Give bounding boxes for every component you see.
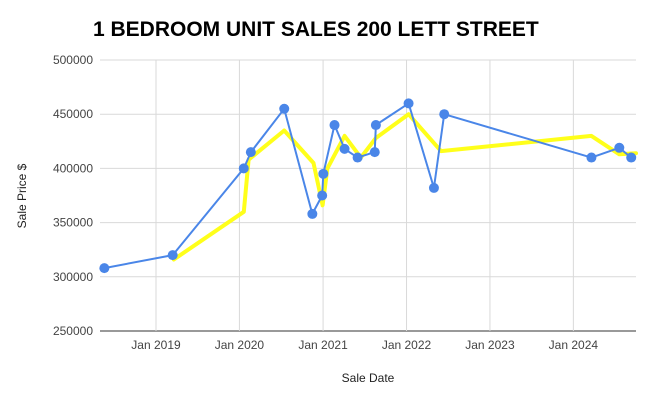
y-tick-label: 400000	[53, 161, 93, 175]
y-tick-label: 250000	[53, 324, 93, 338]
data-point	[403, 98, 414, 109]
x-tick-label: Jan 2019	[131, 338, 181, 352]
data-point	[369, 147, 380, 158]
series-line-1	[171, 112, 638, 262]
y-tick-labels: 250000 300000 350000 400000 450000 500000	[53, 53, 93, 338]
y-axis-label: Sale Price $	[15, 163, 29, 228]
series-points	[99, 98, 637, 274]
data-point	[307, 208, 318, 219]
x-tick-label: Jan 2024	[549, 338, 599, 352]
data-point	[317, 190, 328, 201]
data-point	[614, 142, 625, 153]
data-point	[586, 152, 597, 163]
data-point	[370, 120, 381, 131]
chart-title: 1 BEDROOM UNIT SALES 200 LETT STREET	[93, 18, 539, 41]
y-tick-label: 450000	[53, 107, 93, 121]
grid-lines	[100, 59, 636, 332]
series-lines	[103, 102, 638, 270]
data-point	[352, 152, 363, 163]
y-tick-label: 500000	[53, 53, 93, 67]
x-tick-labels: Jan 2019 Jan 2020 Jan 2021 Jan 2022 Jan 2023…	[131, 338, 598, 352]
x-tick-label: Jan 2021	[298, 338, 348, 352]
data-point	[245, 147, 256, 158]
x-tick-label: Jan 2022	[382, 338, 432, 352]
data-point	[439, 109, 450, 120]
data-point	[428, 182, 439, 193]
x-tick-label: Jan 2020	[215, 338, 265, 352]
y-tick-label: 350000	[53, 216, 93, 230]
data-point	[238, 163, 249, 174]
data-point	[167, 250, 178, 261]
data-point	[339, 143, 350, 154]
data-point	[329, 120, 340, 131]
data-point	[626, 152, 637, 163]
data-point	[279, 103, 290, 114]
x-tick-label: Jan 2023	[465, 338, 515, 352]
series-line-0	[103, 102, 633, 270]
x-axis-label: Sale Date	[342, 371, 395, 385]
data-point	[99, 263, 110, 274]
data-point	[318, 168, 329, 179]
y-tick-label: 300000	[53, 270, 93, 284]
